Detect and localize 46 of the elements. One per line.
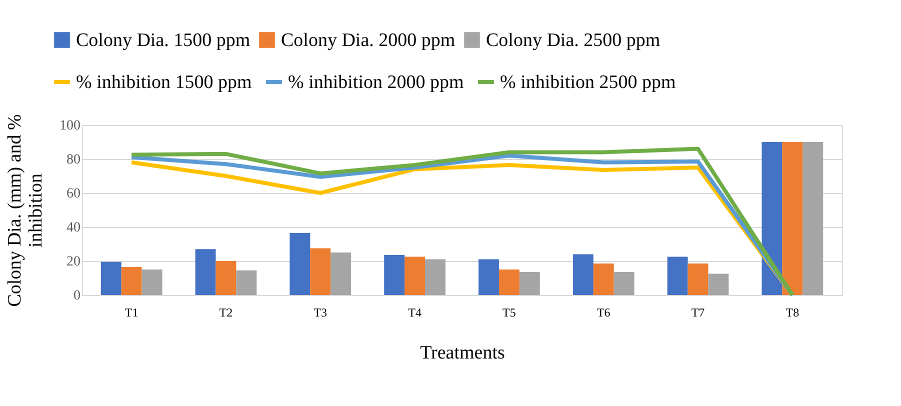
y-tick-label: 20 bbox=[66, 254, 80, 270]
y-tick-label: 40 bbox=[66, 220, 80, 236]
bar bbox=[195, 249, 216, 295]
y-axis-title: Colony Dia. (mm) and % inhibition bbox=[4, 114, 46, 307]
bar bbox=[425, 259, 446, 295]
x-tick-label: T8 bbox=[786, 306, 800, 320]
y-tick-label: 100 bbox=[60, 118, 80, 134]
y-tick-label: 80 bbox=[66, 152, 80, 168]
legend-label: Colony Dia. 1500 ppm bbox=[76, 30, 250, 51]
bar bbox=[614, 272, 634, 295]
bar bbox=[708, 274, 729, 295]
legend-label: Colony Dia. 2000 ppm bbox=[281, 30, 456, 51]
x-tick-label: T3 bbox=[314, 306, 328, 320]
x-axis-title: Treatments bbox=[420, 342, 505, 364]
x-tick-label: T6 bbox=[596, 306, 610, 320]
y-tick-label: 0 bbox=[74, 288, 80, 304]
legend-label: % inhibition 1500 ppm bbox=[76, 72, 252, 93]
bar bbox=[762, 142, 782, 295]
bar bbox=[593, 264, 614, 295]
bar bbox=[802, 142, 824, 295]
bar bbox=[330, 252, 352, 295]
bar bbox=[121, 266, 142, 295]
bar bbox=[688, 264, 708, 295]
legend-label: % inhibition 2500 ppm bbox=[500, 72, 676, 93]
bar bbox=[404, 256, 426, 295]
bar bbox=[290, 232, 310, 295]
x-tick-label: T5 bbox=[502, 306, 516, 320]
legend-label: % inhibition 2000 ppm bbox=[288, 72, 464, 93]
y-tick-label: 60 bbox=[66, 186, 80, 202]
x-tick-label: T4 bbox=[408, 306, 422, 320]
bar bbox=[142, 270, 162, 295]
x-tick-label: T1 bbox=[124, 306, 138, 320]
bar bbox=[572, 254, 594, 295]
bar bbox=[667, 256, 688, 295]
bar bbox=[100, 262, 122, 295]
bar bbox=[310, 248, 331, 295]
bar bbox=[782, 142, 803, 295]
legend-label: Colony Dia. 2500 ppm bbox=[486, 30, 660, 51]
bar bbox=[478, 259, 499, 295]
bar bbox=[498, 270, 520, 295]
x-tick-label: T7 bbox=[691, 306, 705, 320]
bar bbox=[384, 255, 405, 295]
bar bbox=[236, 270, 257, 295]
x-tick-label: T2 bbox=[219, 306, 233, 320]
bar bbox=[519, 272, 540, 295]
bar bbox=[216, 261, 236, 295]
